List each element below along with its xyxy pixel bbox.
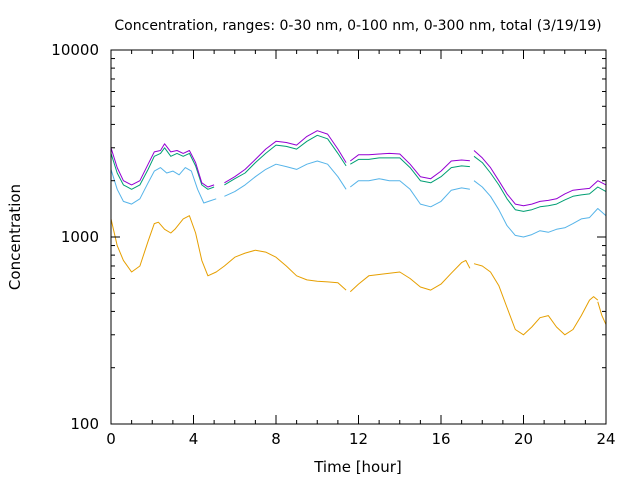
plot-frame [110,49,607,425]
series-2-line-segment [110,147,215,190]
series-layer [110,130,607,336]
series-0-line-segment [349,259,471,293]
x-tick-label: 12 [349,430,368,448]
ticks-layer: 0 4 8 12 16 20 24 100 1000 10000 [51,41,615,448]
x-axis-label: Time [hour] [313,458,402,476]
x-tick-label: 8 [271,430,281,448]
series-2-line-segment [473,155,607,212]
x-tick-label: 0 [106,430,116,448]
series-2-line-segment [224,134,347,186]
x-tick-label: 16 [431,430,450,448]
series-1-line-segment [224,160,347,197]
y-tick-label: 10000 [51,41,99,59]
series-1-line-segment [110,167,217,205]
x-tick-label: 20 [514,430,533,448]
series-3-line-segment [349,152,470,180]
x-tick-label: 24 [596,430,615,448]
y-tick-label: 1000 [61,228,99,246]
series-2-line-segment [350,157,470,184]
y-tick-label: 100 [70,415,99,433]
x-tick-label: 4 [189,430,199,448]
y-axis-label: Concentration [6,184,24,290]
series-0-line-segment [110,215,347,291]
series-0-line-segment [473,263,599,336]
series-3-line-segment [224,130,347,184]
chart-title: Concentration, ranges: 0-30 nm, 0-100 nm… [114,18,601,34]
series-1-line-segment [349,178,470,208]
series-3-line-segment [110,143,215,188]
series-1-line-segment [473,180,607,238]
series-3-line-segment [473,150,607,207]
series-0-line-segment [597,301,607,325]
